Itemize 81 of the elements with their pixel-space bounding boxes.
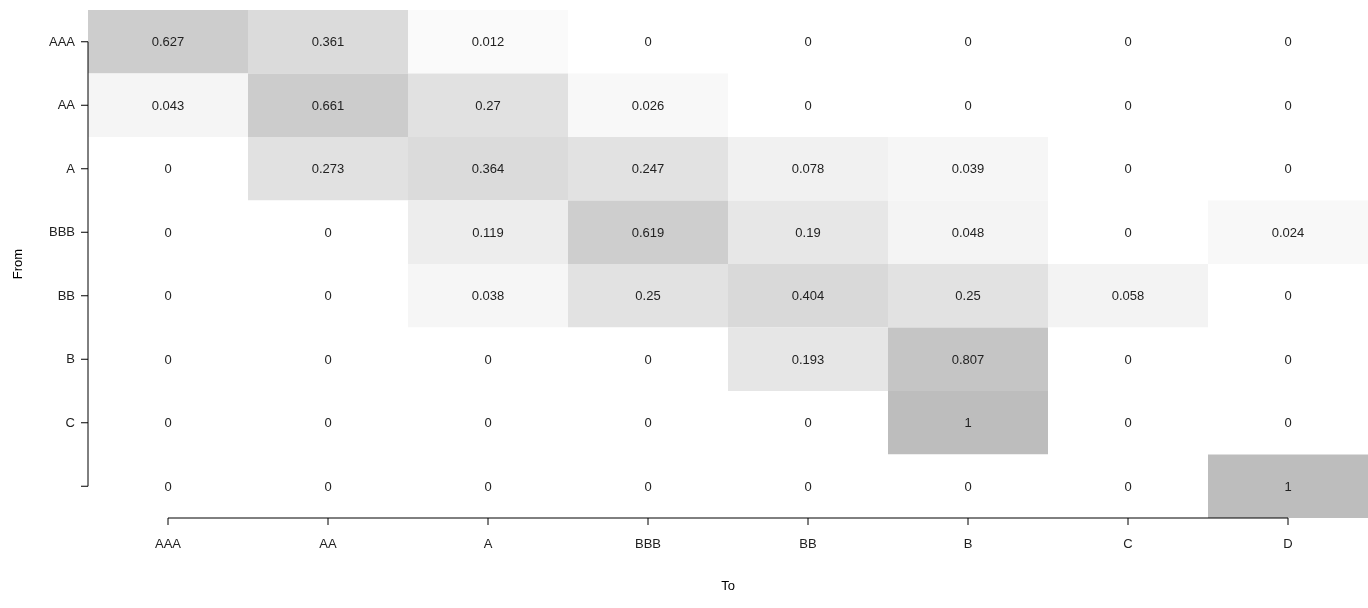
x-tick-label: A [483, 536, 493, 552]
data-label: 0 [164, 288, 172, 304]
data-label: 0 [1124, 34, 1132, 50]
y-tick-label: AAA [48, 33, 76, 49]
x-tick-label: BBB [634, 536, 662, 552]
data-label: 0 [964, 478, 972, 494]
data-label: 0.661 [311, 97, 345, 113]
data-label: 0.404 [791, 288, 825, 304]
data-label: 0 [1284, 415, 1292, 431]
x-tick-label: AAA [154, 536, 182, 552]
data-label: 0.026 [631, 97, 665, 113]
x-axis-title: To [721, 578, 735, 593]
data-label: 0.619 [631, 224, 665, 240]
data-label: 0.27 [475, 97, 501, 113]
data-label: 0.25 [955, 288, 981, 304]
data-label: 0 [804, 415, 812, 431]
data-label: 0 [324, 224, 332, 240]
data-label: 0.038 [471, 288, 505, 304]
data-label: 0 [1124, 224, 1132, 240]
data-label: 0 [1284, 288, 1292, 304]
y-tick-label: A [66, 160, 76, 176]
data-label: 0.273 [311, 161, 345, 177]
data-label: 0.807 [951, 351, 985, 367]
data-label: 0.193 [791, 351, 825, 367]
data-label: 0.048 [951, 224, 985, 240]
data-label: 0 [164, 351, 172, 367]
data-label: 0.024 [1271, 224, 1305, 240]
data-label: 0 [324, 478, 332, 494]
data-label: 0.058 [1111, 288, 1145, 304]
data-label: 0.078 [791, 161, 825, 177]
data-label: 0 [804, 97, 812, 113]
data-label: 0 [1284, 351, 1292, 367]
data-label: 0 [324, 415, 332, 431]
data-label: 0 [164, 415, 172, 431]
data-label: 0 [644, 351, 652, 367]
data-label: 1 [964, 415, 972, 431]
y-axis-title: From [10, 248, 25, 280]
data-label: 1 [1284, 478, 1292, 494]
x-tick-label: C [1123, 536, 1133, 552]
data-label: 0 [1124, 351, 1132, 367]
data-label: 0 [804, 34, 812, 50]
data-label: 0 [164, 224, 172, 240]
data-label: 0 [644, 478, 652, 494]
data-label: 0.361 [311, 34, 345, 50]
data-label: 0.043 [151, 97, 185, 113]
x-tick-label: AA [319, 536, 337, 552]
data-label: 0.039 [951, 161, 985, 177]
data-label: 0.19 [795, 224, 821, 240]
data-label: 0 [1124, 97, 1132, 113]
data-label: 0.012 [471, 34, 505, 50]
data-label: 0 [484, 415, 492, 431]
data-label: 0 [1284, 34, 1292, 50]
data-label: 0 [484, 478, 492, 494]
x-tick-label: D [1283, 536, 1293, 552]
data-label: 0 [324, 288, 332, 304]
data-label: 0 [1284, 161, 1292, 177]
y-tick-label: B [66, 351, 75, 367]
data-label: 0 [164, 161, 172, 177]
data-label: 0.627 [151, 34, 185, 50]
data-label: 0 [1124, 161, 1132, 177]
data-label: 0 [324, 351, 332, 367]
data-label: 0 [164, 478, 172, 494]
data-label: 0 [1124, 415, 1132, 431]
data-label: 0 [964, 97, 972, 113]
data-label: 0 [644, 415, 652, 431]
y-tick-label: BB [57, 287, 75, 303]
y-tick-label: BBB [48, 224, 75, 240]
data-label: 0 [1124, 478, 1132, 494]
data-label: 0.25 [635, 288, 661, 304]
data-label: 0.364 [471, 161, 505, 177]
data-label: 0 [644, 34, 652, 50]
data-label: 0 [1284, 97, 1292, 113]
y-tick-label: C [65, 414, 75, 430]
data-label: 0.119 [472, 224, 504, 240]
data-label: 0 [804, 478, 812, 494]
x-tick-label: B [963, 536, 973, 552]
data-label: 0 [964, 34, 972, 50]
data-label: 0.247 [631, 161, 665, 177]
x-tick-label: BB [799, 536, 817, 552]
y-tick-label: AA [57, 97, 76, 113]
data-label: 0 [484, 351, 492, 367]
